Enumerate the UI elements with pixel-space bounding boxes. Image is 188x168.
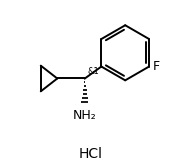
Text: NH₂: NH₂ bbox=[73, 109, 97, 122]
Text: F: F bbox=[152, 60, 159, 73]
Text: &1: &1 bbox=[87, 67, 99, 76]
Text: HCl: HCl bbox=[78, 147, 102, 161]
